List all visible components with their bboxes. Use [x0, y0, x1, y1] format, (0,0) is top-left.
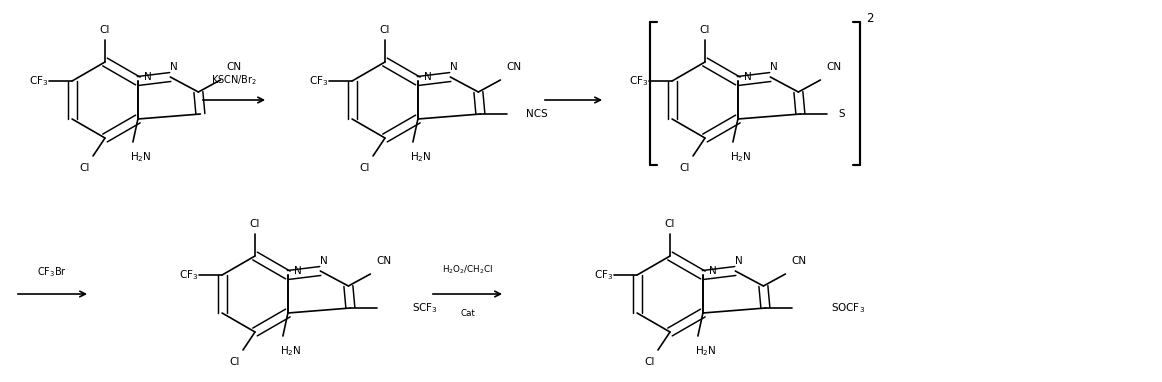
- Text: CF$_3$: CF$_3$: [179, 268, 199, 282]
- Text: N: N: [770, 62, 779, 72]
- Text: CN: CN: [227, 62, 242, 72]
- Text: SCF$_3$: SCF$_3$: [413, 301, 438, 315]
- Text: H$_2$N: H$_2$N: [130, 150, 152, 164]
- Text: CN: CN: [507, 62, 522, 72]
- Text: H$_2$N: H$_2$N: [410, 150, 432, 164]
- Text: N: N: [144, 72, 152, 82]
- Text: CF$_3$: CF$_3$: [595, 268, 614, 282]
- Text: Cl: Cl: [645, 357, 655, 367]
- Text: NCS: NCS: [526, 109, 548, 119]
- Text: Cl: Cl: [230, 357, 241, 367]
- Text: H$_2$N: H$_2$N: [695, 344, 717, 358]
- Text: N: N: [451, 62, 458, 72]
- Text: Cl: Cl: [250, 219, 260, 229]
- Text: CN: CN: [376, 256, 392, 266]
- Text: Cl: Cl: [680, 163, 690, 173]
- Text: N: N: [709, 266, 717, 276]
- Text: H$_2$O$_2$/CH$_2$Cl: H$_2$O$_2$/CH$_2$Cl: [443, 264, 494, 276]
- Text: KSCN/Br$_2$: KSCN/Br$_2$: [210, 73, 257, 87]
- Text: CN: CN: [827, 62, 842, 72]
- Text: CF$_3$: CF$_3$: [630, 74, 648, 88]
- Text: N: N: [736, 256, 744, 266]
- Text: N: N: [321, 256, 328, 266]
- Text: Cl: Cl: [665, 219, 675, 229]
- Text: Cl: Cl: [80, 163, 91, 173]
- Text: SOCF$_3$: SOCF$_3$: [831, 301, 866, 315]
- Text: H$_2$N: H$_2$N: [730, 150, 752, 164]
- Text: Cl: Cl: [100, 25, 110, 35]
- Text: Cl: Cl: [380, 25, 390, 35]
- Text: CF$_3$: CF$_3$: [309, 74, 329, 88]
- Text: CF$_3$: CF$_3$: [29, 74, 49, 88]
- Text: Cl: Cl: [700, 25, 710, 35]
- Text: CN: CN: [791, 256, 806, 266]
- Text: 2: 2: [866, 11, 874, 24]
- Text: Cl: Cl: [360, 163, 371, 173]
- Text: N: N: [171, 62, 178, 72]
- Text: N: N: [744, 72, 752, 82]
- Text: N: N: [294, 266, 302, 276]
- Text: CF$_3$Br: CF$_3$Br: [37, 265, 67, 279]
- Text: H$_2$N: H$_2$N: [280, 344, 302, 358]
- Text: N: N: [424, 72, 432, 82]
- Text: S: S: [839, 109, 845, 119]
- Text: Cat: Cat: [460, 309, 475, 319]
